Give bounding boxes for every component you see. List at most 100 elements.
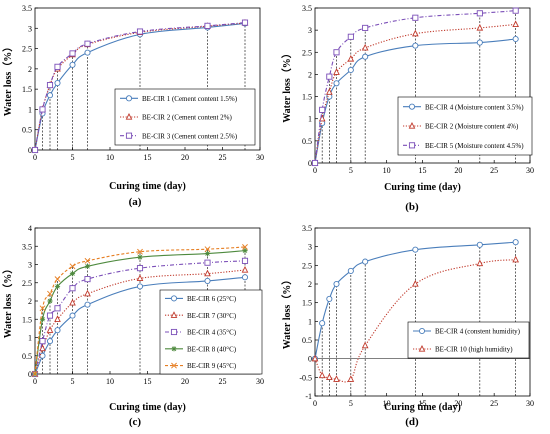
x-tick-label: 10: [383, 166, 391, 175]
panel-label: (a): [129, 196, 142, 208]
legend-swatch-marker: [171, 346, 177, 352]
data-point: [512, 7, 519, 14]
x-tick-label: 15: [419, 399, 427, 408]
data-point: [362, 53, 369, 60]
data-point: [326, 295, 333, 302]
x-tick-label: 5: [71, 153, 75, 162]
legend-swatch-marker: [125, 112, 133, 120]
x-tick-label: 5: [349, 399, 353, 408]
legend-swatch-marker: [408, 142, 416, 149]
series-3: [311, 7, 519, 167]
x-tick-label: 30: [526, 399, 534, 408]
x-tick-label: 20: [454, 166, 462, 175]
y-tick-label: 3: [308, 243, 312, 252]
legend-box: [114, 88, 256, 146]
legend-swatch-marker: [170, 311, 178, 318]
data-point: [241, 257, 249, 264]
y-tick-label: 3.5: [22, 4, 32, 13]
panel-label: (b): [405, 201, 419, 213]
data-point: [476, 241, 483, 248]
data-point: [311, 354, 319, 362]
data-point: [204, 259, 211, 266]
legend-entry: BE-CIR 2 (Moisture content 4%): [425, 123, 519, 131]
data-point: [46, 312, 54, 319]
data-point: [412, 29, 419, 37]
y-tick-label: -1: [305, 392, 312, 401]
data-point: [46, 82, 54, 89]
data-point: [412, 279, 419, 287]
y-tick-label: 2.5: [22, 279, 32, 288]
x-axis-label: Curing time (day): [384, 402, 461, 413]
data-point: [319, 106, 326, 113]
data-point: [347, 66, 354, 74]
data-point: [84, 40, 91, 47]
x-tick-label: 25: [490, 399, 498, 408]
y-tick-label: 2: [308, 280, 312, 289]
legend-entry: BE-CIR 1 (Cement content 1.5%): [142, 95, 238, 103]
y-tick-label: 1: [308, 317, 312, 326]
y-axis-label: Water loss（%）: [280, 48, 293, 123]
data-point: [333, 68, 340, 75]
y-axis-label: Water loss（%）: [280, 275, 293, 350]
x-axis-label: Curing time (day): [109, 181, 186, 192]
x-tick-label: 0: [33, 153, 37, 162]
y-tick-label: 1.5: [302, 93, 312, 102]
legend-swatch-marker: [170, 328, 178, 336]
data-point: [512, 35, 519, 43]
x-tick-label: 30: [256, 153, 264, 162]
data-point: [46, 338, 54, 345]
data-point: [32, 371, 38, 377]
y-tick-label: 3: [308, 26, 312, 35]
y-tick-label: 0.5: [22, 352, 32, 361]
y-tick-label: 2: [308, 70, 312, 79]
y-tick-label: 0.5: [302, 336, 312, 345]
y-tick-label: 0: [308, 159, 312, 168]
x-tick-label: 10: [106, 153, 114, 162]
series-line: [34, 22, 246, 151]
series-3: [31, 19, 249, 154]
data-point: [412, 14, 419, 21]
legend-swatch-marker: [171, 362, 177, 369]
legend-entry: BE-CIR 2 (Cement content 2%): [142, 114, 232, 122]
data-point: [69, 285, 76, 292]
y-tick-label: 2: [28, 65, 32, 74]
x-tick-label: 5: [349, 166, 353, 175]
data-point: [84, 49, 91, 56]
legend-swatch-marker: [170, 295, 178, 302]
data-point: [54, 315, 61, 322]
panel-label: (d): [405, 416, 419, 428]
data-point: [69, 61, 76, 68]
y-tick-label: 2.5: [302, 48, 312, 57]
data-point: [39, 338, 46, 345]
data-point: [31, 146, 39, 154]
legend-entry: BE-CIR 10 (high humidity): [435, 346, 513, 354]
data-point: [54, 80, 61, 87]
y-tick-label: 2.5: [22, 45, 32, 54]
data-point: [69, 50, 76, 57]
x-tick-label: 0: [33, 377, 37, 386]
y-tick-label: 1: [28, 334, 32, 343]
data-point: [39, 106, 46, 113]
y-tick-label: 3: [28, 261, 32, 270]
data-point: [69, 271, 76, 277]
y-tick-label: 1.5: [22, 315, 32, 324]
data-point: [136, 265, 144, 272]
data-point: [54, 276, 61, 283]
y-tick-label: 0: [28, 370, 32, 379]
legend-entry: BE-CIR 6 (25°C): [187, 295, 237, 303]
x-tick-label: 15: [144, 377, 152, 386]
plot-frame: [314, 227, 531, 397]
x-tick-label: 25: [490, 166, 498, 175]
x-tick-label: 25: [219, 153, 227, 162]
y-tick-label: 2: [28, 297, 32, 306]
legend-entry: BE-CIR 3 (Cement content 2.5%): [142, 132, 238, 140]
data-point: [333, 280, 340, 288]
data-point: [204, 22, 211, 29]
data-point: [204, 277, 211, 284]
data-point: [347, 54, 355, 62]
data-point: [311, 159, 319, 167]
chart-panel-2: 0 5 10 15 20 25 30 0 0.5 1 1.5 2 2.5 3 3.5 Curing time …: [280, 4, 534, 213]
legend-entry: BE-CIR 7 (30°C): [187, 312, 237, 320]
data-point: [333, 49, 340, 56]
data-point: [39, 344, 46, 352]
